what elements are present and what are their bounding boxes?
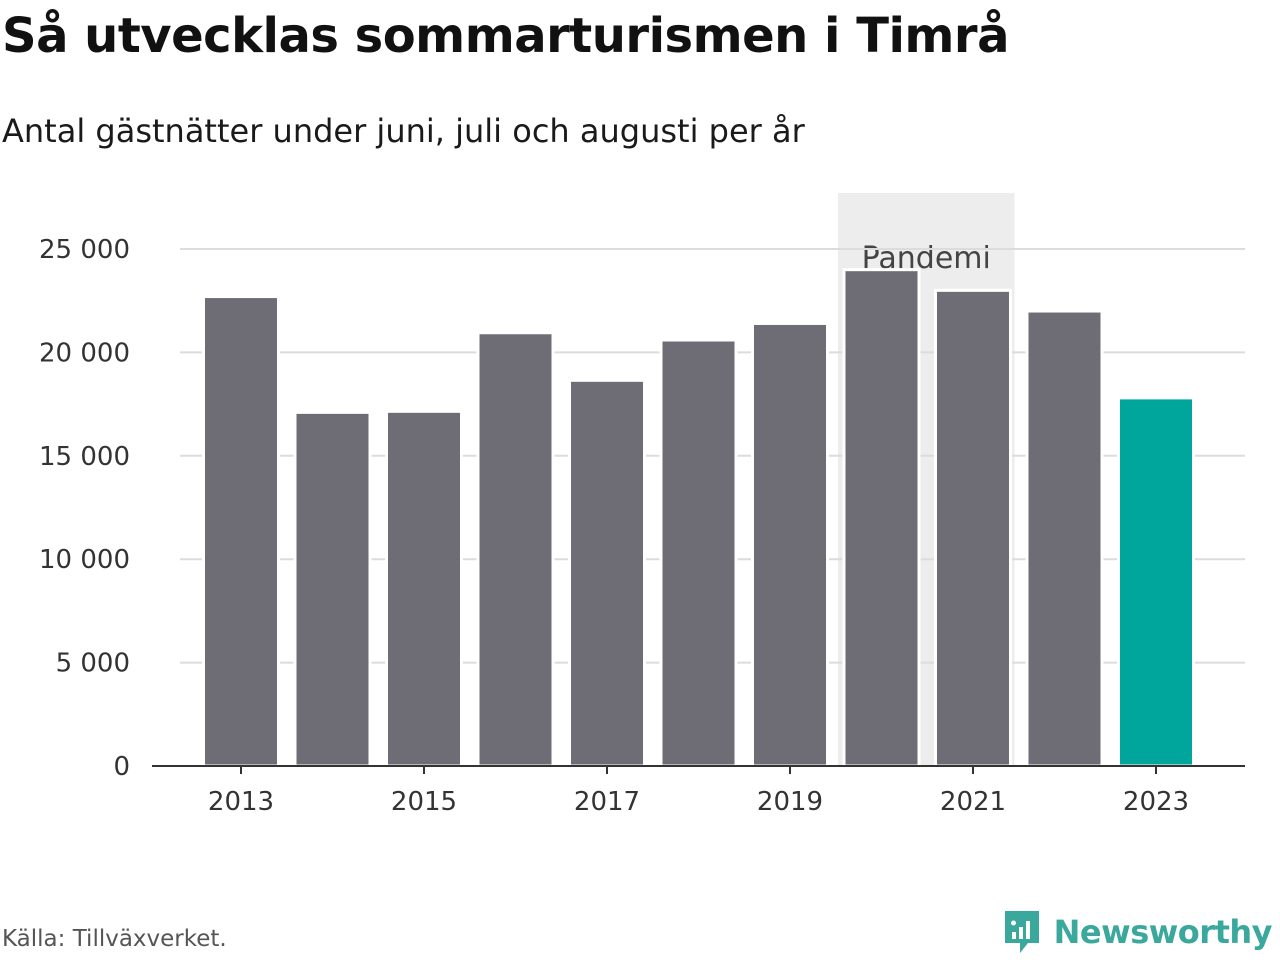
newsworthy-logo-icon (1004, 911, 1039, 953)
bar-2016 (476, 331, 555, 768)
bar-2020 (842, 268, 921, 768)
bar-2015 (385, 409, 463, 768)
x-tick-label: 2013 (208, 787, 274, 817)
x-tick-label: 2019 (757, 787, 823, 817)
x-tick-label: 2021 (940, 787, 1006, 817)
axis-layer: 2013 2015 2017 2019 2021 2023 (152, 765, 1245, 817)
bar-2021 (934, 288, 1012, 768)
y-tick-label: 20 000 (39, 338, 130, 368)
x-tick-label: 2015 (391, 787, 457, 817)
bar-2013 (202, 295, 280, 768)
bar-2014 (293, 410, 372, 768)
bar-2023 (1117, 396, 1195, 768)
bar-2019 (751, 321, 829, 768)
bar-layer (202, 268, 1195, 768)
y-tick-label: 0 (113, 752, 130, 782)
chart-subtitle: Antal gästnätter under juni, juli och au… (2, 112, 805, 150)
chart-title: Så utvecklas sommarturismen i Timrå (2, 8, 1009, 64)
y-tick-label: 15 000 (39, 442, 130, 472)
x-tick-label: 2017 (574, 787, 640, 817)
y-tick-label: 10 000 (39, 545, 130, 575)
source-note: Källa: Tillväxverket. (2, 926, 227, 952)
y-tick-label: 5 000 (56, 649, 130, 679)
x-tick-label: 2023 (1123, 787, 1189, 817)
bar-2017 (568, 378, 646, 768)
bar-2018 (659, 338, 738, 768)
brand-name: Newsworthy (1053, 913, 1273, 951)
bar-2022 (1025, 309, 1104, 768)
brand: Newsworthy (1002, 908, 1273, 956)
y-tick-label: 25 000 (39, 235, 130, 265)
